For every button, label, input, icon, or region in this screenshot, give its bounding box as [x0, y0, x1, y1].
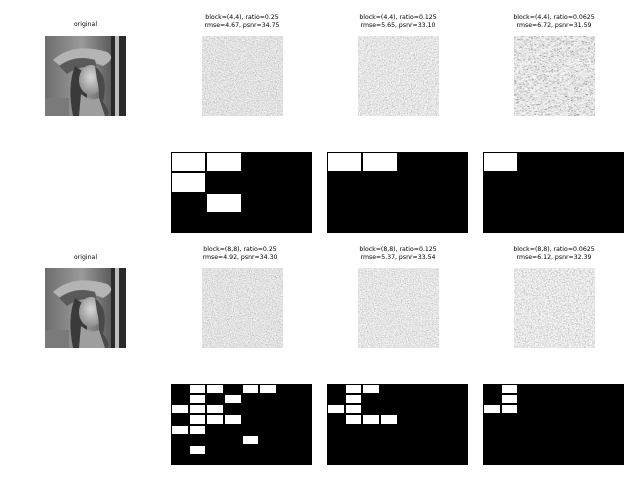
mask-cell	[242, 385, 259, 394]
mask-cell	[363, 385, 379, 394]
reconstruction-image-b4-r025	[202, 36, 283, 116]
reconstruction-image-b4-r0125	[358, 36, 439, 116]
mask-cell	[189, 425, 206, 434]
mask-cell	[484, 405, 500, 414]
panel-title-b4-r025: block=(4,4), ratio=0.25 rmse=4.67, psnr=…	[204, 14, 280, 29]
mask-cell	[363, 415, 379, 424]
mask-b8-r0125	[327, 384, 468, 465]
mask-cell	[345, 405, 362, 414]
mask-cell	[189, 415, 206, 424]
mask-cell	[260, 385, 276, 394]
mask-cell	[345, 415, 362, 424]
mask-cell	[224, 415, 241, 424]
panel-title-b8-r025: block=(8,8), ratio=0.25 rmse=4.92, psnr=…	[202, 246, 278, 261]
original-title-row2: original	[73, 254, 98, 261]
mask-cell	[207, 153, 241, 172]
original-image-row1	[45, 36, 126, 116]
mask-b4-r025	[171, 152, 312, 233]
mask-cell	[328, 153, 362, 172]
original-title-row1: original	[73, 21, 98, 28]
panel-title-b8-r00625: block=(8,8), ratio=0.0625 rmse=6.12, psn…	[513, 246, 595, 261]
mask-cell	[207, 405, 223, 414]
mask-cell	[484, 153, 518, 172]
mask-cell	[189, 385, 206, 394]
mask-b4-r0125	[327, 152, 468, 233]
mask-cell	[328, 405, 344, 414]
original-image-row2	[45, 268, 126, 348]
panel-title-b8-r0125: block=(8,8), ratio=0.125 rmse=5.37, psnr…	[359, 246, 437, 261]
mask-cell	[207, 385, 223, 394]
mask-cell	[172, 405, 188, 414]
mask-b8-r025	[171, 384, 312, 465]
mask-cell	[363, 153, 397, 172]
mask-cell	[189, 445, 206, 454]
reconstruction-image-b8-r0125	[358, 268, 439, 348]
reconstruction-image-b4-r00625	[514, 36, 595, 116]
mask-cell	[501, 395, 518, 404]
reconstruction-image-b8-r025	[202, 268, 283, 348]
mask-cell	[501, 385, 518, 394]
mask-cell	[189, 395, 206, 404]
mask-cell	[207, 193, 241, 212]
mask-cell	[242, 435, 259, 444]
mask-cell	[172, 153, 206, 172]
mask-b8-r00625	[483, 384, 624, 465]
mask-cell	[189, 405, 206, 414]
mask-cell	[172, 173, 206, 192]
mask-b4-r00625	[483, 152, 624, 233]
mask-cell	[224, 395, 241, 404]
mask-cell	[345, 385, 362, 394]
mask-cell	[207, 415, 223, 424]
panel-title-b4-r0125: block=(4,4), ratio=0.125 rmse=5.65, psnr…	[359, 14, 437, 29]
panel-title-b4-r00625: block=(4,4), ratio=0.0625 rmse=6.72, psn…	[513, 14, 595, 29]
mask-cell	[380, 415, 397, 424]
mask-cell	[172, 425, 188, 434]
mask-cell	[345, 395, 362, 404]
mask-cell	[501, 405, 518, 414]
reconstruction-image-b8-r00625	[514, 268, 595, 348]
